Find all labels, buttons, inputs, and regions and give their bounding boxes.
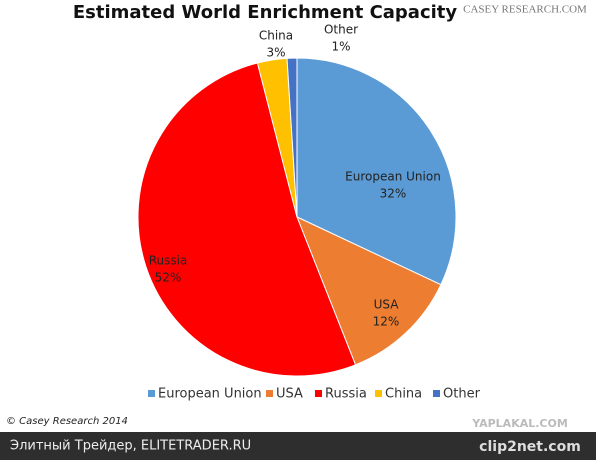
footer-bar [0, 432, 596, 460]
slice-value-label: 32% [380, 187, 407, 201]
legend-label: USA [276, 387, 303, 402]
legend-label: European Union [158, 387, 262, 402]
slice-label: Other [324, 23, 358, 37]
chart-title: Estimated World Enrichment Capacity [73, 2, 458, 23]
pie-slice [296, 216, 442, 366]
legend-label: Russia [325, 387, 367, 402]
slice-value-label: 1% [331, 40, 350, 54]
legend-label: China [385, 387, 422, 402]
copyright: © Casey Research 2014 [6, 416, 128, 427]
legend-swatch [148, 390, 155, 397]
slice-label: USA [374, 298, 400, 312]
footer-text: Элитный Трейдер, ELITETRADER.RU [10, 439, 251, 454]
pie-slice [137, 62, 357, 377]
slice-value-label: 52% [155, 271, 182, 285]
legend-label: Other [443, 387, 481, 402]
pie-slice [296, 57, 457, 286]
legend-swatch [315, 390, 322, 397]
slice-label: Russia [149, 254, 188, 268]
slice-value-label: 3% [266, 46, 285, 60]
legend-swatch [433, 390, 440, 397]
slice-label: China [259, 29, 293, 43]
logo: CASEY RESEARCH.COM [463, 4, 587, 16]
watermark: YAPLAKAL.COM [471, 417, 568, 430]
legend-swatch [375, 390, 382, 397]
slice-label: European Union [345, 170, 441, 184]
brand: clip2net.com [479, 439, 581, 455]
legend-swatch [266, 390, 273, 397]
pie-slice [286, 57, 298, 218]
slice-value-label: 12% [373, 315, 400, 329]
